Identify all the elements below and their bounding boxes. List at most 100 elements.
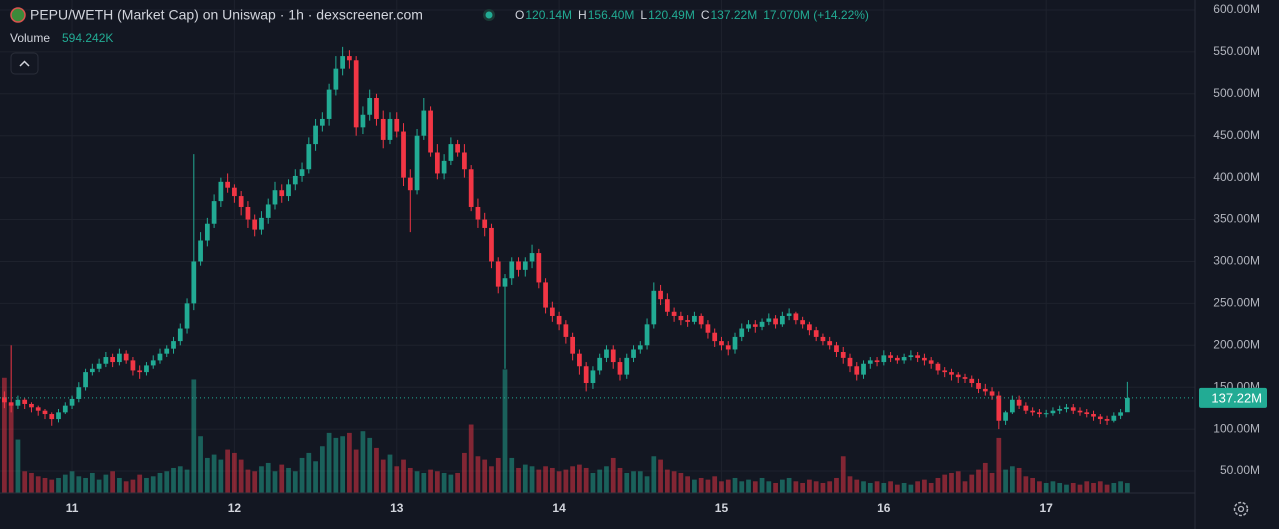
- volume-bar: [1037, 481, 1042, 493]
- candle-body: [177, 328, 183, 342]
- candle-body: [779, 315, 785, 325]
- x-tick-label: 17: [1039, 501, 1053, 515]
- candle-body: [191, 261, 197, 304]
- candle-body: [319, 118, 325, 126]
- volume-bar: [502, 369, 508, 493]
- volume-bar: [286, 467, 291, 493]
- candle-body: [401, 131, 406, 178]
- volume-bar: [8, 404, 14, 493]
- volume-bar: [367, 437, 373, 493]
- y-tick-label: 600.00M: [1213, 2, 1260, 16]
- candle-body: [840, 351, 846, 358]
- candle-body: [367, 97, 373, 115]
- candle-body: [62, 405, 68, 413]
- candle-body: [387, 118, 393, 140]
- candle-body: [1009, 399, 1015, 413]
- candle-body: [739, 328, 745, 337]
- candle-body: [1091, 414, 1096, 417]
- candle-body: [509, 261, 515, 279]
- volume-bar: [110, 471, 116, 493]
- volume-bar: [996, 437, 1002, 493]
- y-tick-label: 200.00M: [1213, 337, 1260, 351]
- volume-bar: [516, 467, 521, 493]
- candle-body: [42, 410, 48, 415]
- settings-button[interactable]: [1233, 501, 1249, 517]
- candle-body: [1003, 412, 1008, 421]
- candle-body: [867, 360, 873, 364]
- legend-value: 156.40M: [588, 8, 635, 22]
- candle-body: [482, 219, 488, 228]
- volume-bar: [238, 459, 244, 493]
- volume-bar: [739, 481, 745, 493]
- volume-bar: [299, 457, 305, 493]
- x-tick-label: 15: [715, 501, 729, 515]
- settings-icon[interactable]: [1233, 501, 1249, 517]
- candle-body: [130, 360, 136, 371]
- candle-body: [306, 144, 312, 170]
- volume-bar: [326, 432, 332, 493]
- legend-key: O: [515, 8, 524, 22]
- volume-bar: [577, 464, 582, 493]
- candle-body: [462, 152, 467, 170]
- candles: [2, 46, 1130, 430]
- volume-bar: [2, 377, 7, 493]
- volume-bar: [482, 459, 488, 493]
- volume-bar: [976, 469, 981, 493]
- volume-bar: [840, 456, 846, 493]
- candle-body: [766, 318, 772, 322]
- volume-bar: [35, 476, 41, 493]
- volume-bar: [617, 467, 623, 493]
- volume-bar: [394, 466, 400, 493]
- candle-body: [49, 414, 55, 420]
- candle-body: [164, 348, 170, 354]
- candle-body: [590, 370, 596, 384]
- candle-body: [671, 311, 677, 316]
- candle-body: [719, 341, 724, 346]
- candle-body: [1097, 416, 1103, 420]
- candle-body: [76, 387, 82, 399]
- candle-body: [685, 320, 691, 322]
- volume-bar: [164, 471, 170, 493]
- candle-body: [495, 261, 501, 287]
- volume-bar: [962, 481, 968, 493]
- volume-bar: [177, 466, 183, 493]
- candle-body: [712, 332, 718, 342]
- volume-bar: [928, 482, 934, 493]
- volume-bar: [969, 474, 975, 493]
- candle-body: [279, 190, 285, 197]
- candle-body: [96, 363, 102, 369]
- volume-bar: [353, 449, 359, 493]
- candle-body: [211, 201, 217, 224]
- y-tick-label: 350.00M: [1213, 212, 1260, 226]
- volume-bar: [184, 469, 190, 493]
- volume-bar: [204, 457, 210, 493]
- candle-body: [928, 360, 934, 364]
- volume-bar: [678, 472, 684, 493]
- volume-bar: [827, 481, 833, 493]
- candle-body: [326, 89, 332, 119]
- volume-bar: [793, 481, 799, 493]
- candle-body: [428, 110, 433, 153]
- candle-body: [617, 362, 623, 375]
- settings-icon-core: [1237, 505, 1245, 513]
- candle-body: [827, 341, 833, 346]
- candle-body: [347, 56, 352, 61]
- candle-body: [35, 407, 41, 411]
- candle-body: [800, 320, 806, 325]
- candle-body: [813, 330, 819, 337]
- candle-body: [955, 374, 961, 378]
- collapse-button[interactable]: [10, 52, 39, 75]
- candle-body: [820, 336, 826, 342]
- candle-body: [232, 187, 237, 197]
- y-tick-label: 100.00M: [1213, 421, 1260, 435]
- candle-body: [489, 227, 494, 262]
- candle-body: [259, 217, 264, 230]
- volume-bar: [333, 437, 339, 493]
- collapse-button-bg[interactable]: [10, 52, 39, 75]
- candle-body: [204, 223, 210, 241]
- volume-bar: [347, 432, 352, 493]
- legend-value: 120.14M: [525, 8, 572, 22]
- volume-bar: [495, 457, 501, 493]
- candle-body: [529, 253, 535, 262]
